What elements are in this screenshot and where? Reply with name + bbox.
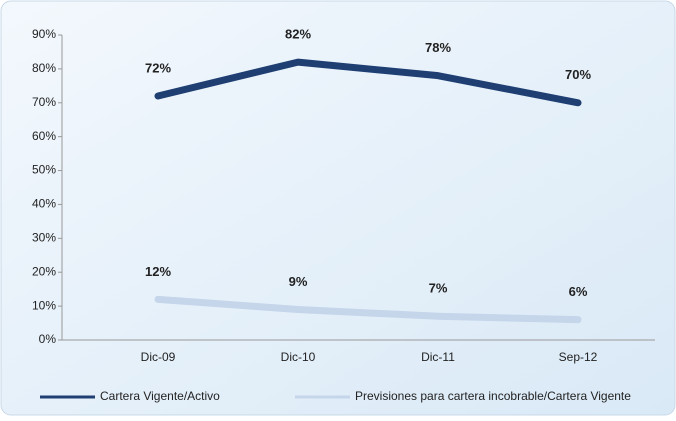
series-line (154, 295, 582, 324)
series-line (154, 58, 582, 107)
y-tick-label: 70% (32, 95, 56, 109)
y-tick-label: 40% (32, 197, 56, 211)
y-tick-label: 60% (32, 129, 56, 143)
data-label: 9% (289, 274, 308, 289)
legend-label: Cartera Vigente/Activo (100, 389, 220, 403)
data-label: 6% (569, 284, 588, 299)
data-label: 7% (429, 281, 448, 296)
y-tick-label: 80% (32, 61, 56, 75)
data-label: 70% (565, 67, 591, 82)
legend-label: Previsiones para cartera incobrable/Cart… (355, 389, 631, 403)
x-tick-label: Sep-12 (559, 350, 598, 364)
data-label: 78% (425, 40, 451, 55)
data-label: 12% (145, 264, 171, 279)
y-tick-label: 20% (32, 264, 56, 278)
data-label: 72% (145, 60, 171, 75)
y-tick-label: 10% (32, 298, 56, 312)
y-tick-label: 50% (32, 163, 56, 177)
y-tick-label: 90% (32, 27, 56, 41)
x-tick-label: Dic-10 (281, 350, 316, 364)
x-tick-label: Dic-11 (421, 350, 455, 364)
data-label: 82% (285, 27, 311, 42)
x-tick-label: Dic-09 (141, 350, 176, 364)
y-tick-label: 0% (39, 332, 57, 346)
y-tick-label: 30% (32, 231, 56, 245)
